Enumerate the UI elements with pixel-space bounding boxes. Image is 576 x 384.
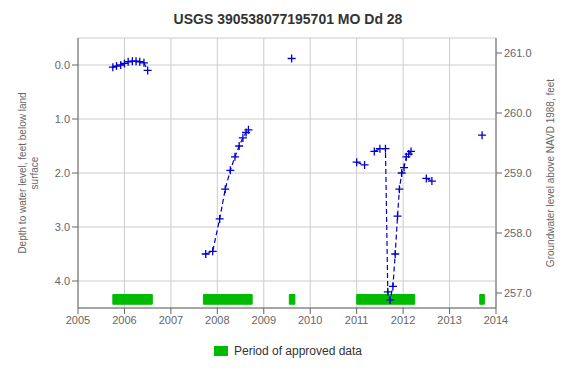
html-text:USGS 390538077195701 MO Dd 28: USGS 390538077195701 MO Dd 28: [173, 11, 403, 27]
svg-text:Depth to water level, feet bel: Depth to water level, feet below landsur…: [17, 92, 40, 253]
svg-text:2008: 2008: [205, 314, 229, 326]
svg-text:Groundwater level above NAVD 1: Groundwater level above NAVD 1988, feet: [545, 79, 556, 267]
svg-text:2012: 2012: [391, 314, 415, 326]
svg-text:259.0: 259.0: [504, 167, 532, 179]
svg-text:2.0: 2.0: [55, 167, 70, 179]
html-text:Period of approved data: Period of approved data: [234, 344, 362, 358]
svg-text:2013: 2013: [437, 314, 461, 326]
svg-text:261.0: 261.0: [504, 47, 532, 59]
svg-text:2010: 2010: [298, 314, 322, 326]
svg-text:0.0: 0.0: [55, 59, 70, 71]
svg-text:3.0: 3.0: [55, 221, 70, 233]
svg-text:2005: 2005: [66, 314, 90, 326]
svg-text:257.0: 257.0: [504, 287, 532, 299]
svg-text:2014: 2014: [484, 314, 508, 326]
svg-text:260.0: 260.0: [504, 107, 532, 119]
svg-text:4.0: 4.0: [55, 275, 70, 287]
svg-text:1.0: 1.0: [55, 113, 70, 125]
svg-text:258.0: 258.0: [504, 227, 532, 239]
svg-text:2009: 2009: [252, 314, 276, 326]
svg-text:2011: 2011: [345, 314, 369, 326]
svg-text:2007: 2007: [159, 314, 183, 326]
svg-text:2006: 2006: [112, 314, 136, 326]
